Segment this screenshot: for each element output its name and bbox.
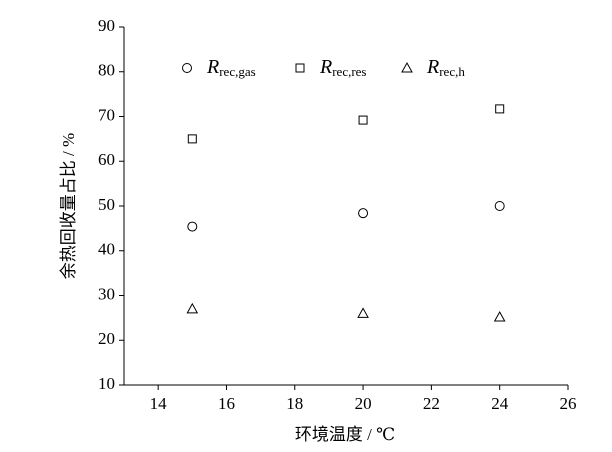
y-tick-label: 70 (98, 105, 115, 124)
marker (493, 310, 506, 322)
x-tick-label: 14 (150, 394, 168, 413)
x-tick-label: 22 (423, 394, 440, 413)
legend-marker (401, 61, 413, 73)
x-axis-label: 环境温度 / ℃ (295, 425, 395, 444)
legend-label: Rrec,h (426, 56, 465, 79)
y-axis-label: 余热回收量占比 / % (59, 133, 78, 279)
legend-label: Rrec,gas (206, 56, 256, 79)
legend-marker (182, 63, 192, 73)
x-tick-label: 18 (286, 394, 303, 413)
y-tick-label: 60 (98, 150, 115, 169)
marker (357, 307, 369, 318)
y-tick-label: 90 (98, 16, 115, 35)
marker (494, 201, 505, 211)
x-tick-label: 24 (491, 394, 509, 413)
marker (187, 134, 197, 144)
y-tick-label: 50 (98, 195, 115, 214)
y-tick-label: 40 (98, 240, 115, 259)
x-tick-label: 20 (355, 394, 372, 413)
x-tick-label: 26 (560, 394, 577, 413)
y-tick-label: 20 (98, 329, 115, 348)
y-tick-label: 30 (98, 284, 115, 303)
x-tick-label: 16 (218, 394, 235, 413)
y-tick-label: 80 (98, 61, 115, 80)
marker (187, 221, 198, 232)
legend-label: Rrec,res (319, 56, 367, 79)
marker (495, 104, 505, 114)
y-tick-label: 10 (98, 374, 115, 393)
legend-marker (295, 63, 305, 73)
marker (186, 302, 199, 314)
marker (358, 208, 369, 219)
marker (358, 115, 368, 125)
